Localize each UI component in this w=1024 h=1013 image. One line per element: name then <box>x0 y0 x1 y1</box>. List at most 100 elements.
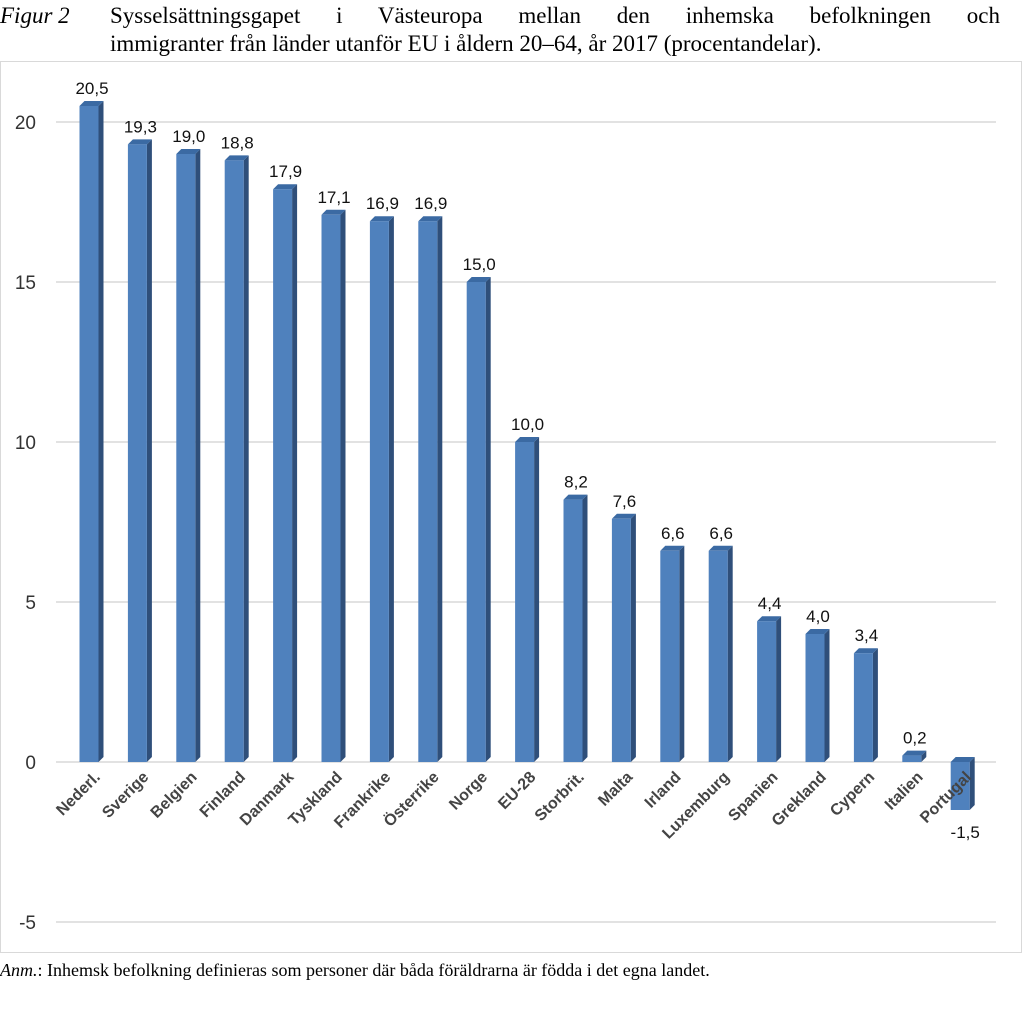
bar <box>418 216 443 762</box>
bar-side <box>824 629 830 762</box>
bar-front <box>853 653 873 762</box>
bar <box>369 216 394 762</box>
data-label: 10,0 <box>511 415 544 434</box>
bar-front <box>176 154 196 762</box>
bar-front <box>515 442 535 762</box>
chart-frame: 20 15 10 5 0 -5 20,5 19,3 19,0 18,8 17,9 17,1 16,9 1… <box>0 61 1022 953</box>
bar-side <box>195 149 201 762</box>
bar-side <box>292 184 298 762</box>
bar-top <box>224 155 249 161</box>
bar-top <box>79 101 104 106</box>
y-tick-label: 5 <box>25 593 36 614</box>
data-label: 19,3 <box>124 117 157 136</box>
bar-top <box>418 216 443 222</box>
bar-top <box>757 616 782 622</box>
bar <box>563 494 588 762</box>
bar-front <box>563 499 583 762</box>
bar-side <box>388 216 394 762</box>
data-label: -1,5 <box>951 823 980 842</box>
caption-line-1: Sysselsättningsgapet i Västeuropa mellan… <box>110 3 1000 28</box>
category-label: Cypern <box>827 769 878 820</box>
bar-side <box>776 616 782 762</box>
bar-top <box>950 757 975 762</box>
bar-side <box>921 750 927 762</box>
category-label: Malta <box>595 769 636 810</box>
data-label: 17,9 <box>269 162 302 181</box>
category-labels: Nederl.SverigeBelgienFinlandDanmarkTyskl… <box>53 767 975 842</box>
category-label: Nederl. <box>53 769 103 819</box>
bar-side <box>727 545 733 762</box>
bar-front <box>369 221 389 762</box>
data-label: 4,0 <box>806 607 830 626</box>
bar-front <box>805 634 825 762</box>
bar <box>853 648 878 762</box>
bar-top <box>466 277 491 282</box>
bar-front <box>273 189 293 762</box>
bar-top <box>611 513 636 519</box>
category-label: Irland <box>642 769 685 812</box>
figure-label: Figur 2 <box>0 3 70 28</box>
bar-top <box>660 545 685 551</box>
bar-side <box>340 209 346 763</box>
y-tick-label: 15 <box>15 273 36 294</box>
y-tick-label: 0 <box>25 753 36 774</box>
category-label: Italien <box>882 769 927 814</box>
bar-top <box>515 437 540 442</box>
bar-front <box>757 621 777 762</box>
bar <box>79 101 104 762</box>
data-labels: 20,5 19,3 19,0 18,8 17,9 17,1 16,9 16,9 15,0 10,0… <box>75 79 979 842</box>
bar <box>708 545 733 762</box>
bar <box>805 629 830 762</box>
y-tick-label: -5 <box>19 913 36 934</box>
note-text: : Inhemsk befolkning definieras som pers… <box>37 960 710 980</box>
bar-side <box>582 494 588 762</box>
bar <box>611 513 636 762</box>
bar <box>515 437 540 762</box>
data-label: 6,6 <box>661 524 685 543</box>
bar <box>950 757 975 810</box>
chart-note: Anm.: Inhemsk befolkning definieras som … <box>0 960 710 981</box>
bar-front <box>466 282 486 762</box>
bar-side <box>872 648 878 762</box>
data-label: 8,2 <box>564 473 588 492</box>
bar-front <box>79 106 99 762</box>
caption-line-2: immigranter från länder utanför EU i åld… <box>110 31 822 56</box>
bar-side <box>243 155 249 762</box>
bar-top <box>853 648 878 654</box>
bar <box>757 616 782 762</box>
category-label: Sverige <box>99 769 152 822</box>
bar-front <box>321 214 341 763</box>
data-label: 3,4 <box>855 626 879 645</box>
category-label: EU-28 <box>495 769 539 813</box>
bar <box>321 209 346 763</box>
data-label: 4,4 <box>758 594 782 613</box>
bar-top <box>176 149 201 154</box>
category-label: Belgien <box>148 769 201 822</box>
bar-side <box>679 545 685 762</box>
bar-top <box>805 629 830 634</box>
bar-side <box>437 216 443 762</box>
data-label: 16,9 <box>366 194 399 213</box>
figure-caption: Figur 2 Sysselsättningsgapet i Västeurop… <box>0 2 1000 58</box>
data-label: 15,0 <box>463 255 496 274</box>
data-label: 18,8 <box>221 133 254 152</box>
bar <box>660 545 685 762</box>
bar-front <box>708 550 728 762</box>
bar-front <box>418 221 438 762</box>
bar <box>273 184 298 762</box>
bar-top <box>273 184 298 190</box>
bar-side <box>98 101 104 762</box>
category-label: Norge <box>446 769 491 814</box>
bar-top <box>708 545 733 551</box>
bar <box>902 750 927 762</box>
data-label: 6,6 <box>709 524 733 543</box>
bar-side <box>969 757 975 810</box>
data-label: 17,1 <box>317 188 350 207</box>
data-label: 20,5 <box>75 79 108 98</box>
bar <box>466 277 491 762</box>
y-tick-label: 20 <box>15 113 36 134</box>
data-label: 0,2 <box>903 729 927 748</box>
bar-front <box>660 550 680 762</box>
bar-front <box>950 762 970 810</box>
bar <box>224 155 249 762</box>
